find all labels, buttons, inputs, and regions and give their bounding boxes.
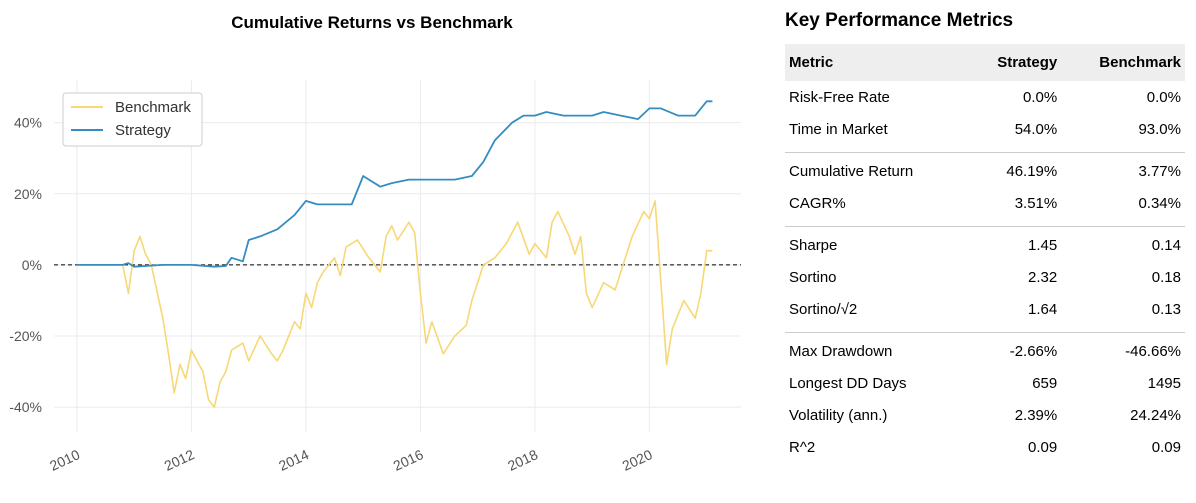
strategy-value-cell: 3.51% <box>1014 194 1058 212</box>
strategy-value-cell: 659 <box>1032 374 1058 392</box>
metric-name-cell: Sortino <box>789 268 837 286</box>
benchmark-value-cell: 3.77% <box>1138 162 1181 180</box>
benchmark-value-cell: 0.34% <box>1138 194 1181 212</box>
metric-name-cell: Longest DD Days <box>789 374 907 392</box>
metrics-group-divider <box>785 145 1185 155</box>
x-tick-label: 2018 <box>505 446 540 474</box>
chart-legend: Benchmark Strategy <box>62 92 203 147</box>
metrics-row: Sharpe 1.45 0.14 <box>785 229 1185 261</box>
metrics-row: Volatility (ann.) 2.39% 24.24% <box>785 399 1185 431</box>
y-axis-ticks: -40% -20% 0% 20% 40% <box>9 115 42 415</box>
metrics-row: Sortino 2.32 0.18 <box>785 261 1185 293</box>
metrics-header-row: Metric Strategy Benchmark <box>785 44 1185 81</box>
y-tick-label: -40% <box>9 399 42 415</box>
metrics-title: Key Performance Metrics <box>785 10 1014 31</box>
strategy-value-cell: 0.0% <box>1023 88 1058 106</box>
benchmark-value-cell: 0.09 <box>1151 438 1181 456</box>
y-tick-label: 0% <box>22 257 42 273</box>
metrics-panel: Key Performance Metrics Metric Strategy … <box>785 6 1185 463</box>
metrics-row: Sortino/√2 1.64 0.13 <box>785 293 1185 325</box>
x-tick-label: 2020 <box>620 446 655 474</box>
strategy-value-cell: 54.0% <box>1014 120 1058 138</box>
series-lines <box>76 100 713 408</box>
metrics-row: R^2 0.09 0.09 <box>785 431 1185 463</box>
strategy-legend-label: Strategy <box>115 122 171 139</box>
strategy-value-cell: 2.32 <box>1028 268 1058 286</box>
strategy-value-cell: 46.19% <box>1006 162 1058 180</box>
chart-title: Cumulative Returns vs Benchmark <box>231 13 513 32</box>
strategy-value-cell: -2.66% <box>1009 342 1058 360</box>
benchmark-value-cell: 24.24% <box>1130 406 1181 424</box>
benchmark-value-cell: -46.66% <box>1125 342 1181 360</box>
benchmark-legend-label: Benchmark <box>115 99 191 116</box>
metric-name-cell: Risk-Free Rate <box>789 88 890 106</box>
metrics-row: Longest DD Days 659 1495 <box>785 367 1185 399</box>
metric-name-cell: Sharpe <box>789 236 838 254</box>
metric-name-cell: Sortino/√2 <box>789 300 858 318</box>
benchmark-value-cell: 1495 <box>1147 374 1181 392</box>
metrics-body: Risk-Free Rate 0.0% 0.0% Time in Market 54.0… <box>785 81 1185 463</box>
metric-name-cell: Max Drawdown <box>789 342 893 360</box>
strategy-value-cell: 0.09 <box>1028 438 1058 456</box>
metric-name-cell: CAGR% <box>789 194 846 212</box>
y-tick-label: -20% <box>9 328 42 344</box>
metrics-row: Cumulative Return 46.19% 3.77% <box>785 155 1185 187</box>
returns-chart: Cumulative Returns vs Benchmark -40% -20%… <box>9 13 741 474</box>
metrics-group-divider <box>785 325 1185 335</box>
y-tick-label: 40% <box>14 115 42 131</box>
metrics-row: CAGR% 3.51% 0.34% <box>785 187 1185 219</box>
metrics-row: Time in Market 54.0% 93.0% <box>785 113 1185 145</box>
benchmark-series-line <box>76 200 713 408</box>
metrics-table: Metric Strategy Benchmark Risk-Free Rate… <box>785 44 1185 463</box>
x-tick-label: 2012 <box>162 446 197 474</box>
strategy-value-cell: 1.64 <box>1028 300 1058 318</box>
benchmark-value-cell: 0.18 <box>1151 268 1181 286</box>
x-tick-label: 2014 <box>276 446 311 474</box>
benchmark-column-header: Benchmark <box>1061 44 1185 81</box>
metric-name-cell: Time in Market <box>789 120 888 138</box>
y-tick-label: 20% <box>14 186 42 202</box>
strategy-column-header: Strategy <box>967 44 1062 81</box>
strategy-value-cell: 2.39% <box>1014 406 1058 424</box>
metric-column-header: Metric <box>785 44 968 81</box>
benchmark-value-cell: 93.0% <box>1138 120 1181 138</box>
metrics-row: Risk-Free Rate 0.0% 0.0% <box>785 81 1185 113</box>
benchmark-value-cell: 0.14 <box>1151 236 1181 254</box>
metric-name-cell: Cumulative Return <box>789 162 914 180</box>
metric-name-cell: Volatility (ann.) <box>789 406 888 424</box>
benchmark-value-cell: 0.13 <box>1151 300 1181 318</box>
metrics-row: Max Drawdown -2.66% -46.66% <box>785 335 1185 367</box>
metrics-group-divider <box>785 219 1185 229</box>
x-tick-label: 2010 <box>47 446 82 474</box>
x-tick-label: 2016 <box>391 446 426 474</box>
benchmark-value-cell: 0.0% <box>1146 88 1181 106</box>
strategy-value-cell: 1.45 <box>1028 236 1058 254</box>
x-axis-ticks: 2010 2012 2014 2016 2018 2020 <box>47 446 655 474</box>
strategy-series-line <box>76 100 713 268</box>
metric-name-cell: R^2 <box>789 438 816 456</box>
